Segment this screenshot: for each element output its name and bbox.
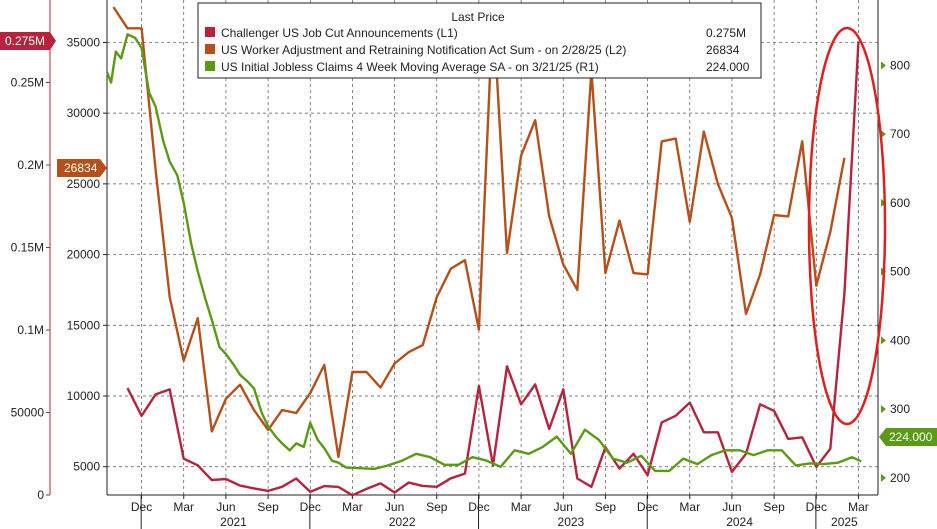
legend-swatch-warn <box>205 44 215 54</box>
x-month-label: Sep <box>257 500 279 514</box>
tag-claims-bg <box>879 428 937 446</box>
right-axis: 200 300 400 500 600 700 800 <box>877 0 910 495</box>
x-year-label: 2021 <box>220 515 247 529</box>
x-year-label: 2023 <box>558 515 585 529</box>
right-tick-marker <box>881 473 886 482</box>
tag-warn: 26834 <box>64 161 98 175</box>
legend-box <box>197 2 762 79</box>
left2-tick-label: 35000 <box>67 35 101 49</box>
right-tick-label: 300 <box>890 402 910 416</box>
x-month-label: Jun <box>722 500 741 514</box>
legend-label-warn: US Worker Adjustment and Retraining Noti… <box>221 43 626 57</box>
series-challenger-line <box>126 41 860 497</box>
right-tick-label: 600 <box>890 196 910 210</box>
legend-value-challenger: 0.275M <box>706 26 746 40</box>
legend-label-claims: US Initial Jobless Claims 4 Week Moving … <box>221 60 599 74</box>
x-month-label: Jun <box>385 500 404 514</box>
right-tick-label: 500 <box>890 265 910 279</box>
series-layer <box>105 5 862 497</box>
right-tick-marker <box>881 61 886 70</box>
x-month-label: Jun <box>216 500 235 514</box>
legend-swatch-challenger <box>205 27 215 37</box>
tag-challenger-bg <box>0 32 56 50</box>
legend-label-challenger: Challenger US Job Cut Announcements (L1) <box>221 26 458 40</box>
series-claims-line <box>105 33 862 473</box>
tag-challenger: 0.275M <box>5 34 45 48</box>
left1-tick-label: 50000 <box>11 406 45 420</box>
x-year-label: 2025 <box>831 515 858 529</box>
left2-tick-label: 20000 <box>67 248 101 262</box>
right-tick-label: 200 <box>890 471 910 485</box>
x-month-label: Sep <box>595 500 617 514</box>
last-value-tags: 0.275M 26834 224.000 <box>0 32 937 446</box>
left2-tick-label: 25000 <box>67 177 101 191</box>
left1-tick-label: 0.15M <box>11 241 44 255</box>
legend-swatch-claims <box>205 61 215 71</box>
x-month-label: Mar <box>342 500 363 514</box>
right-tick-label: 700 <box>890 127 910 141</box>
right-tick-marker <box>881 198 886 207</box>
x-axis: DecMarJunSepDecMarJunSepDecMarJunSepDecM… <box>107 494 878 529</box>
right-tick-marker <box>881 405 886 414</box>
left2-tick-label: 10000 <box>67 389 101 403</box>
tag-warn-bg <box>57 159 107 177</box>
x-month-label: Sep <box>763 500 785 514</box>
left2-tick-label: 15000 <box>67 318 101 332</box>
left1-tick-label: 0.25M <box>11 76 44 90</box>
grid <box>107 0 878 495</box>
right-tick-marker <box>881 130 886 139</box>
left-axis: 5000 10000 15000 20000 25000 30000 35000 0 50000… <box>11 0 108 502</box>
legend-value-warn: 26834 <box>706 43 740 57</box>
left1-tick-label: 0 <box>37 488 44 502</box>
x-month-label: Sep <box>426 500 448 514</box>
legend-title: Last Price <box>451 10 505 24</box>
x-year-label: 2022 <box>389 515 416 529</box>
left1-tick-label: 0.2M <box>17 158 44 172</box>
legend-value-claims: 224.000 <box>706 60 750 74</box>
x-month-label: Mar <box>173 500 194 514</box>
left1-tick-label: 0.1M <box>17 323 44 337</box>
x-year-label: 2024 <box>726 515 753 529</box>
x-month-label: Mar <box>511 500 532 514</box>
right-tick-label: 400 <box>890 333 910 347</box>
tag-claims: 224.000 <box>889 430 933 444</box>
legend: Last Price Challenger US Job Cut Announc… <box>197 2 762 79</box>
left2-tick-label: 30000 <box>67 106 101 120</box>
right-tick-label: 800 <box>890 58 910 72</box>
x-month-label: Jun <box>554 500 573 514</box>
left2-tick-label: 5000 <box>73 460 100 474</box>
series-warn-line <box>112 5 846 458</box>
highlight-ellipse <box>807 26 887 426</box>
right-tick-marker <box>881 336 886 345</box>
x-month-label: Mar <box>848 500 869 514</box>
x-month-label: Mar <box>679 500 700 514</box>
